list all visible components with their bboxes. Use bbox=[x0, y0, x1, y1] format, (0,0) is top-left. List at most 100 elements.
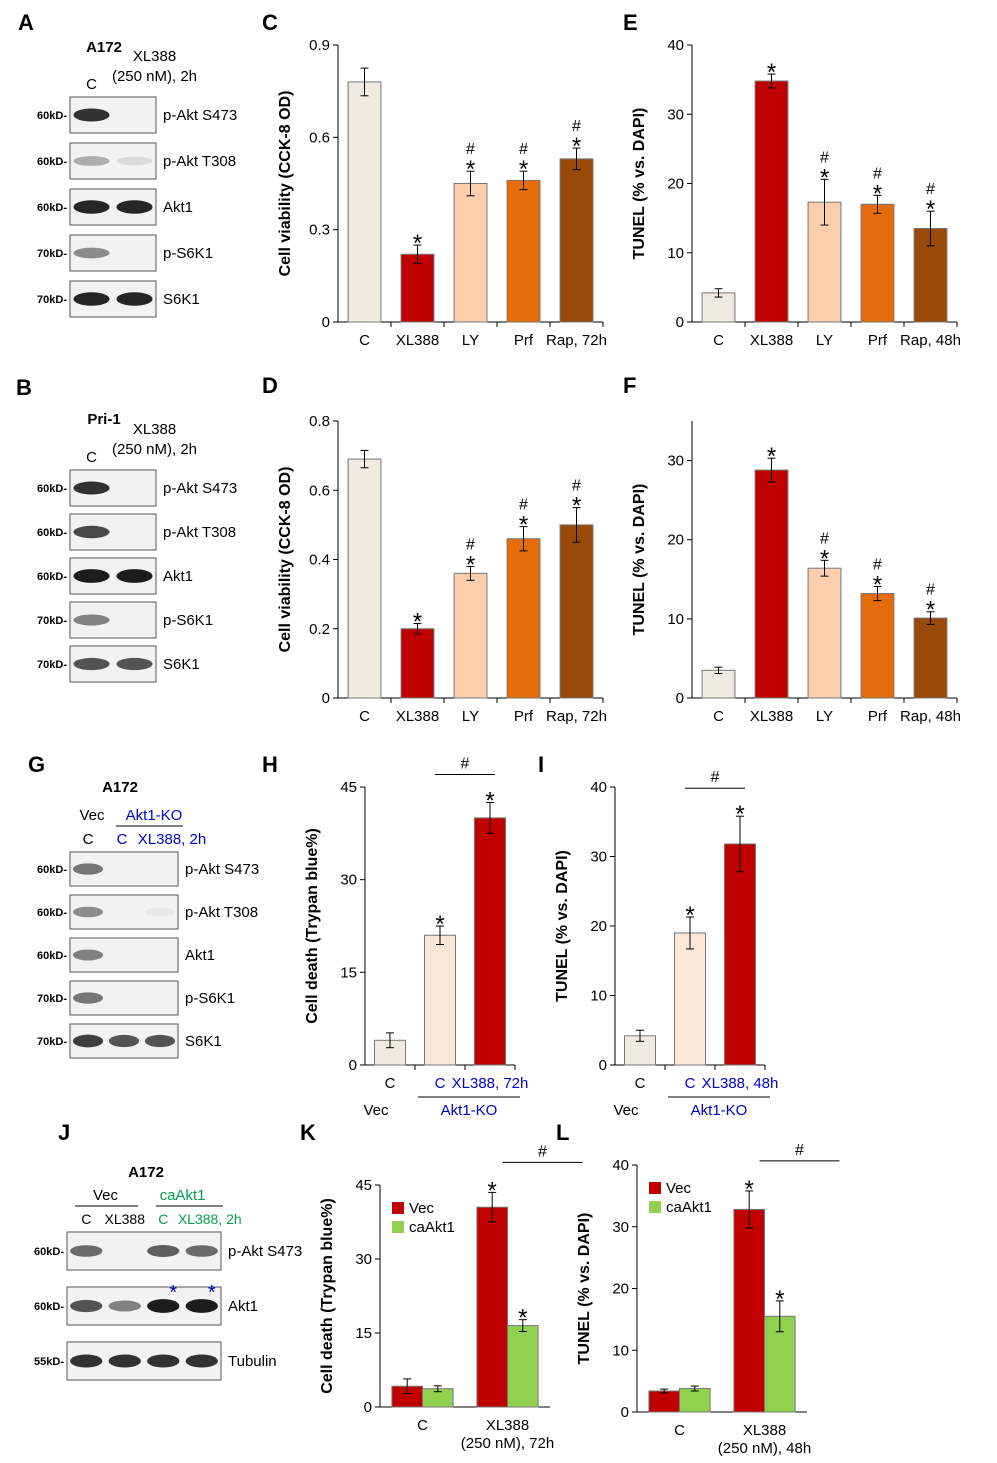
x-tick-label-line: (250 nM), 48h bbox=[718, 1440, 811, 1457]
panel-letter-E: E bbox=[623, 10, 638, 35]
blot-row-label: S6K1 bbox=[185, 1033, 222, 1050]
blot-band bbox=[147, 1245, 180, 1257]
kd-marker: 60kD- bbox=[37, 950, 67, 962]
lane-header-dose: (250 nM), 2h bbox=[112, 441, 197, 458]
kd-marker: 60kD- bbox=[37, 571, 67, 583]
blot-band bbox=[144, 1034, 176, 1048]
lane-header-vec: Vec bbox=[93, 1187, 119, 1204]
mark-asterisk: * bbox=[873, 571, 882, 598]
blot-band bbox=[72, 1034, 104, 1048]
blot-band bbox=[108, 1354, 141, 1368]
blot-row-label: p-Akt T308 bbox=[163, 524, 236, 541]
x-tick-label-line: C bbox=[674, 1422, 685, 1439]
y-axis-label: Cell death (Trypan blue%) bbox=[304, 828, 321, 1024]
bar bbox=[400, 253, 435, 323]
blot-band bbox=[185, 1245, 218, 1257]
mark-asterisk: * bbox=[873, 180, 882, 207]
y-tick-label: 10 bbox=[667, 611, 684, 628]
y-tick-label: 0 bbox=[676, 690, 684, 707]
x-tick-label: LY bbox=[462, 708, 479, 725]
x-tick-label: LY bbox=[462, 332, 479, 349]
mark-asterisk: * bbox=[745, 1176, 754, 1203]
mark-asterisk: * bbox=[572, 133, 581, 160]
bar bbox=[807, 567, 842, 699]
bar bbox=[347, 458, 382, 699]
y-tick-label: 0.9 bbox=[309, 37, 330, 54]
mark-asterisk: * bbox=[767, 443, 776, 470]
lane-header-xl388: XL388, 2h bbox=[178, 1211, 242, 1227]
y-tick-label: 0.4 bbox=[309, 552, 330, 569]
mark-hash: # bbox=[820, 530, 829, 547]
mark-asterisk: * bbox=[820, 545, 829, 572]
chart-H: 0 15 30 45 Cell death (Trypan blue%) C * C * XL38… bbox=[304, 755, 528, 1119]
mark-hash: # bbox=[873, 165, 882, 182]
bar bbox=[754, 80, 789, 323]
lane-header-xl388: XL388 bbox=[105, 1211, 146, 1227]
blot-band bbox=[73, 657, 110, 671]
y-tick-label: 0.6 bbox=[309, 482, 330, 499]
mark-hash: # bbox=[926, 582, 935, 599]
kd-marker: 70kD- bbox=[37, 294, 67, 306]
panel-letter-G: G bbox=[28, 752, 45, 777]
y-tick-label: 20 bbox=[667, 176, 684, 193]
kd-marker: 60kD- bbox=[37, 907, 67, 919]
bar bbox=[701, 669, 736, 699]
bar bbox=[724, 843, 756, 1066]
blot-band bbox=[72, 992, 104, 1004]
blot-row-label: p-Akt S473 bbox=[163, 480, 237, 497]
blot-row-label: Akt1 bbox=[185, 947, 215, 964]
lane-header-ko: Akt1-KO bbox=[126, 807, 183, 824]
bar bbox=[347, 81, 382, 323]
x-tick-label: C bbox=[359, 708, 370, 725]
x-tick-label: C bbox=[359, 332, 370, 349]
lane-header-xl388: XL388 bbox=[133, 421, 176, 438]
x-tick-label: C bbox=[713, 332, 724, 349]
x-tick-label: LY bbox=[816, 708, 833, 725]
blot-A: A172 C XL388 (250 nM), 2h 60kD-p-Akt S473 60k… bbox=[37, 39, 237, 318]
bar-Vec bbox=[476, 1206, 508, 1408]
blot-row-label: p-S6K1 bbox=[163, 612, 213, 629]
blot-row-label: Akt1 bbox=[163, 199, 193, 216]
mark-asterisk: * bbox=[518, 1305, 527, 1332]
y-tick-label: 0.3 bbox=[309, 222, 330, 239]
x-tick-label: XL388 bbox=[396, 708, 439, 725]
x-tick-label: Prf bbox=[514, 332, 534, 349]
group-label-ko: Akt1-KO bbox=[441, 1102, 498, 1119]
mark-hash: # bbox=[572, 478, 581, 495]
bar bbox=[674, 932, 706, 1066]
bar bbox=[754, 469, 789, 699]
x-tick-label: XL388 (250 nM), 72h bbox=[461, 1417, 554, 1452]
chart-K: 0 15 30 45 Cell death (Trypan blue%) C * * XL388… bbox=[319, 1143, 583, 1452]
panel-letter-I: I bbox=[538, 752, 544, 777]
blot-band bbox=[73, 156, 110, 166]
y-tick-label: 10 bbox=[612, 1342, 629, 1359]
mark-asterisk: * bbox=[767, 59, 776, 86]
panel-letter-H: H bbox=[262, 752, 278, 777]
mark-asterisk: * bbox=[413, 230, 422, 257]
legend-label: caAkt1 bbox=[409, 1219, 455, 1236]
y-tick-label: 20 bbox=[612, 1281, 629, 1298]
legend-swatch bbox=[649, 1201, 661, 1213]
blot-band bbox=[73, 247, 110, 259]
y-tick-label: 10 bbox=[590, 988, 607, 1005]
lane-header-xl388: XL388 bbox=[133, 48, 176, 65]
y-tick-label: 40 bbox=[590, 779, 607, 796]
blot-band bbox=[73, 525, 110, 539]
lane-header-dose: (250 nM), 2h bbox=[112, 68, 197, 85]
chart-C: 0 0.3 0.6 0.9 Cell viability (CCK-8 OD) C * XL3… bbox=[277, 37, 607, 349]
x-tick-label: XL388, 72h bbox=[452, 1075, 529, 1092]
blot-J: A172 Vec caAkt1 C XL388 C XL388, 2h 60kD-p-Akt … bbox=[34, 1164, 302, 1381]
blot-row-label: p-Akt T308 bbox=[185, 904, 258, 921]
y-tick-label: 10 bbox=[667, 245, 684, 262]
y-tick-label: 0.6 bbox=[309, 129, 330, 146]
blot-band bbox=[116, 200, 153, 214]
panel-letter-C: C bbox=[262, 10, 278, 35]
x-tick-label: Prf bbox=[514, 708, 534, 725]
blot-row-label: Tubulin bbox=[228, 1353, 277, 1370]
x-tick-label: C bbox=[385, 1075, 396, 1092]
kd-marker: 60kD- bbox=[37, 156, 67, 168]
y-tick-label: 30 bbox=[355, 1251, 372, 1268]
blot-row-label: p-S6K1 bbox=[163, 245, 213, 262]
